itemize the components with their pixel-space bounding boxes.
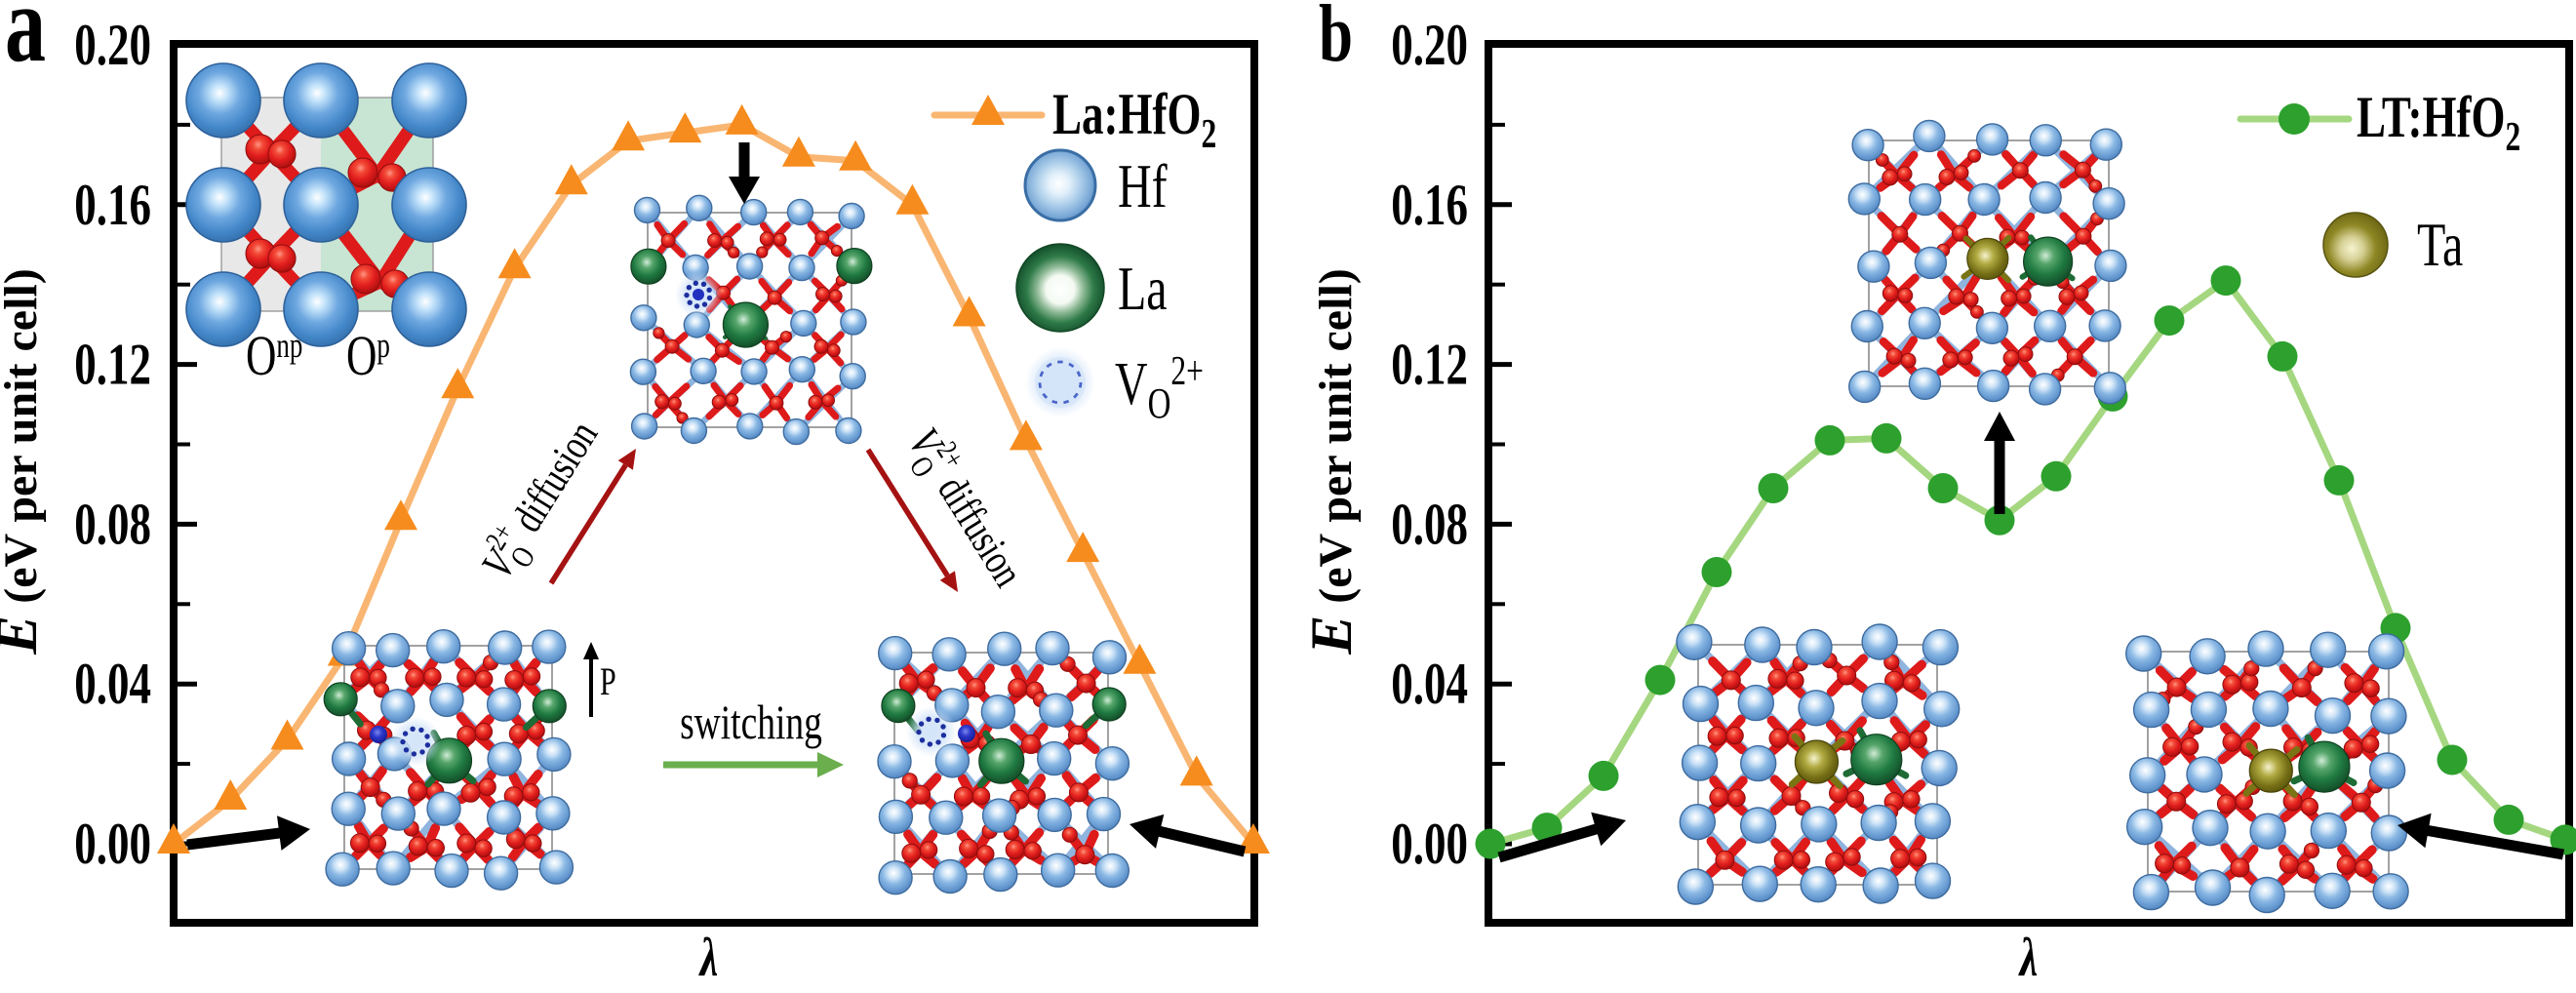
- svg-text:VO2+ diffusion: VO2+ diffusion: [467, 409, 615, 592]
- svg-text:b: b: [1319, 0, 1353, 79]
- svg-text:0.00: 0.00: [1391, 813, 1468, 877]
- svg-text:0.20: 0.20: [74, 14, 151, 78]
- svg-text:0.12: 0.12: [1391, 334, 1468, 398]
- svg-text:La: La: [1118, 256, 1168, 324]
- svg-text:0.08: 0.08: [74, 493, 151, 557]
- svg-text:E (eV per unit cell): E (eV per unit cell): [1299, 268, 1364, 655]
- svg-text:0.04: 0.04: [74, 653, 151, 717]
- svg-text:LT:HfO2: LT:HfO2: [2357, 86, 2520, 160]
- svg-text:0.16: 0.16: [74, 174, 151, 238]
- svg-text:0.04: 0.04: [1391, 653, 1468, 717]
- svg-text:0.16: 0.16: [1391, 174, 1468, 238]
- svg-text:Ta: Ta: [2417, 212, 2463, 280]
- svg-text:0.00: 0.00: [74, 813, 151, 877]
- svg-text:P: P: [600, 659, 616, 703]
- svg-text:VO2+: VO2+: [1115, 349, 1204, 427]
- svg-text:0.08: 0.08: [1391, 493, 1468, 557]
- svg-text:Onp: Onp: [246, 325, 302, 387]
- svg-text:E (eV per unit cell): E (eV per unit cell): [0, 268, 49, 655]
- svg-text:0.12: 0.12: [74, 334, 151, 398]
- svg-text:switching: switching: [680, 695, 822, 749]
- svg-text:La:HfO2: La:HfO2: [1052, 83, 1216, 157]
- svg-text:λ: λ: [698, 927, 718, 987]
- svg-text:0.20: 0.20: [1391, 14, 1468, 78]
- svg-text:Hf: Hf: [1118, 153, 1168, 221]
- svg-text:λ: λ: [2018, 927, 2038, 987]
- svg-text:Op: Op: [346, 325, 390, 387]
- svg-text:a: a: [5, 0, 46, 85]
